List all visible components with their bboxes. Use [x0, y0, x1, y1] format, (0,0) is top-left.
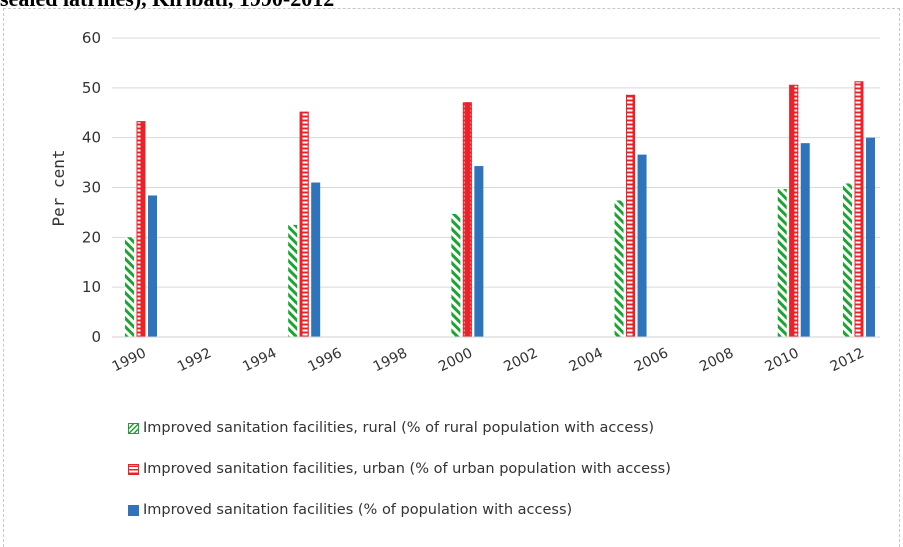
x-tick-label: 2004 — [567, 345, 606, 375]
bar-rural-2000 — [451, 213, 461, 337]
legend-item-urban: Improved sanitation facilities, urban (%… — [128, 459, 671, 479]
rural-swatch — [128, 422, 139, 434]
legend-label-total: Improved sanitation facilities (% of pop… — [143, 502, 573, 518]
bar-total-2005 — [637, 154, 647, 337]
y-tick-label: 30 — [82, 179, 101, 197]
bar-total-2010 — [800, 143, 810, 337]
bar-urban-2010 — [789, 84, 799, 338]
bar-total-1995 — [311, 182, 321, 337]
x-tick-label: 2008 — [697, 345, 736, 375]
y-tick-label: 10 — [82, 278, 101, 296]
x-tick-label: 2002 — [501, 345, 540, 375]
x-tick-label: 1990 — [110, 345, 149, 375]
legend-label-rural: Improved sanitation facilities, rural (%… — [143, 420, 655, 436]
x-tick-label: 2000 — [436, 345, 475, 375]
bar-urban-2012 — [854, 81, 864, 337]
bar-rural-1990 — [125, 237, 134, 337]
y-tick-label: 40 — [82, 129, 101, 147]
legend-label-urban: Improved sanitation facilities, urban (%… — [143, 461, 671, 477]
chart-title: sealed latrines), Kiribati, 1990-2012 — [0, 0, 903, 12]
x-tick-label: 1992 — [175, 345, 214, 375]
bar-urban-2000 — [462, 102, 472, 337]
total-swatch — [128, 504, 139, 516]
x-tick-label: 1998 — [371, 345, 410, 375]
y-tick-label: 50 — [82, 79, 101, 97]
bar-urban-1995 — [299, 111, 309, 338]
x-tick-label: 2010 — [762, 345, 801, 375]
urban-swatch — [128, 463, 139, 475]
bar-total-1990 — [148, 195, 157, 337]
bar-total-2012 — [866, 137, 875, 337]
x-tick-label: 2012 — [828, 345, 867, 375]
legend: Improved sanitation facilities, rural (%… — [128, 418, 671, 541]
x-tick-label: 2006 — [632, 345, 671, 375]
legend-item-total: Improved sanitation facilities (% of pop… — [128, 500, 671, 520]
y-axis-label: Per cent — [49, 149, 68, 226]
chart-area — [3, 8, 900, 547]
bar-rural-2005 — [614, 200, 624, 337]
y-tick-label: 60 — [82, 29, 101, 47]
y-tick-label: 20 — [82, 228, 101, 246]
x-tick-label: 1994 — [240, 345, 279, 375]
bar-total-2000 — [474, 166, 484, 337]
bar-rural-2010 — [777, 188, 787, 337]
legend-item-rural: Improved sanitation facilities, rural (%… — [128, 418, 671, 438]
bar-urban-2005 — [626, 94, 636, 337]
bar-rural-1995 — [288, 224, 298, 337]
x-tick-label: 1996 — [306, 345, 345, 375]
y-tick-label: 0 — [91, 328, 101, 346]
bar-rural-2012 — [843, 183, 852, 337]
bar-urban-1990 — [136, 121, 146, 337]
